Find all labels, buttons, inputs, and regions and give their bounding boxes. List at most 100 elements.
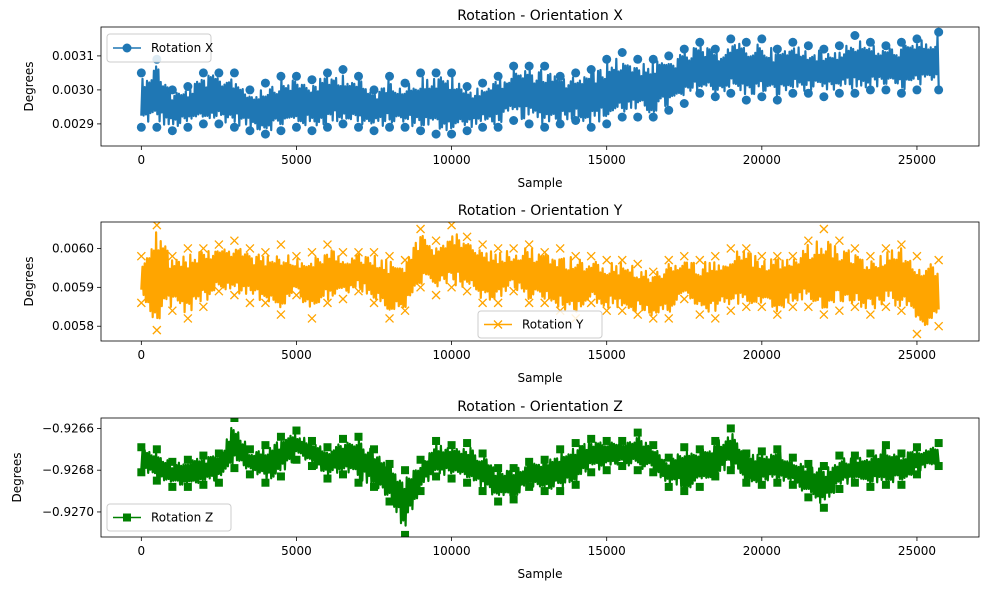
data-point — [276, 126, 286, 136]
data-point — [291, 251, 301, 261]
data-point — [416, 455, 425, 464]
data-point — [338, 247, 348, 257]
data-point — [680, 443, 689, 452]
legend: Rotation X — [106, 33, 213, 63]
data-point — [214, 286, 224, 296]
data-point — [850, 243, 860, 253]
data-point — [524, 240, 534, 250]
data-point — [819, 44, 829, 54]
legend-marker — [122, 43, 132, 53]
data-point — [726, 306, 736, 316]
data-point — [245, 470, 254, 479]
data-point — [136, 251, 146, 261]
data-point — [136, 68, 146, 78]
data-point — [322, 122, 332, 132]
data-point — [307, 247, 317, 257]
data-point — [432, 436, 441, 445]
data-point — [370, 445, 379, 454]
data-point — [788, 88, 798, 98]
data-point — [245, 298, 255, 308]
data-point — [447, 282, 457, 292]
data-point — [478, 449, 487, 458]
data-point — [664, 482, 673, 491]
data-point — [586, 122, 596, 132]
data-point — [369, 85, 379, 95]
data-point — [183, 482, 192, 491]
data-point — [788, 251, 798, 261]
data-point — [865, 37, 875, 47]
data-point — [183, 455, 192, 464]
data-point — [152, 445, 161, 454]
data-point — [432, 472, 441, 481]
x-tick-label: 10000 — [432, 348, 470, 362]
plot-frame — [100, 417, 980, 538]
data-point — [307, 436, 316, 445]
legend: Rotation Y — [477, 310, 603, 339]
data-point — [494, 497, 503, 506]
data-point — [834, 236, 844, 246]
data-point — [819, 462, 828, 471]
data-point — [912, 85, 922, 95]
data-point — [401, 530, 410, 537]
data-point — [664, 313, 674, 323]
y-axis-label: Degrees — [22, 62, 36, 112]
data-point — [260, 247, 270, 257]
data-point — [307, 75, 317, 85]
data-point — [198, 68, 208, 78]
data-point — [757, 302, 767, 312]
data-point — [586, 298, 596, 308]
data-point — [369, 247, 379, 257]
legend-label: Rotation Y — [522, 318, 584, 332]
chart-title: Rotation - Orientation Z — [457, 399, 623, 415]
data-point — [664, 51, 674, 61]
data-point — [633, 112, 643, 122]
x-tick-label: 15000 — [588, 544, 626, 558]
data-point — [199, 451, 208, 460]
data-point — [571, 480, 580, 489]
x-axis-label: Sample — [518, 567, 563, 581]
y-tick-label: 0.0030 — [52, 83, 94, 97]
data-point — [710, 44, 720, 54]
data-point — [633, 428, 642, 437]
data-point — [152, 325, 162, 335]
data-point — [773, 445, 782, 454]
data-point — [865, 251, 875, 261]
data-point — [618, 436, 627, 445]
legend-label: Rotation X — [151, 41, 213, 55]
data-point — [401, 466, 410, 475]
data-point — [493, 298, 503, 308]
data-point — [710, 251, 720, 261]
data-point — [447, 474, 456, 483]
plot-frame — [100, 26, 980, 147]
data-point — [385, 251, 394, 261]
data-point — [934, 462, 943, 471]
data-point — [136, 298, 146, 308]
data-point — [509, 495, 518, 504]
data-point — [819, 310, 829, 320]
x-tick-label: 0 — [138, 348, 146, 362]
data-point — [912, 329, 922, 339]
data-point — [912, 470, 921, 479]
data-point — [338, 470, 347, 479]
data-point — [152, 122, 162, 132]
data-point — [167, 306, 177, 316]
data-point — [850, 451, 859, 460]
data-point — [741, 302, 751, 312]
series-rotation-y — [136, 222, 944, 339]
data-point — [478, 78, 488, 88]
data-point — [509, 116, 519, 125]
data-point — [834, 88, 844, 98]
chart-title: Rotation - Orientation X — [457, 8, 623, 24]
data-point — [804, 493, 813, 502]
data-point — [571, 116, 581, 125]
data-point — [524, 119, 534, 129]
data-point — [726, 424, 735, 433]
data-point — [934, 27, 944, 37]
data-point — [447, 222, 457, 230]
data-point — [276, 71, 286, 81]
data-point — [462, 82, 472, 91]
data-point — [447, 129, 457, 139]
data-point — [850, 88, 860, 98]
x-tick-label: 0 — [138, 153, 146, 167]
x-tick-label: 10000 — [432, 153, 470, 167]
